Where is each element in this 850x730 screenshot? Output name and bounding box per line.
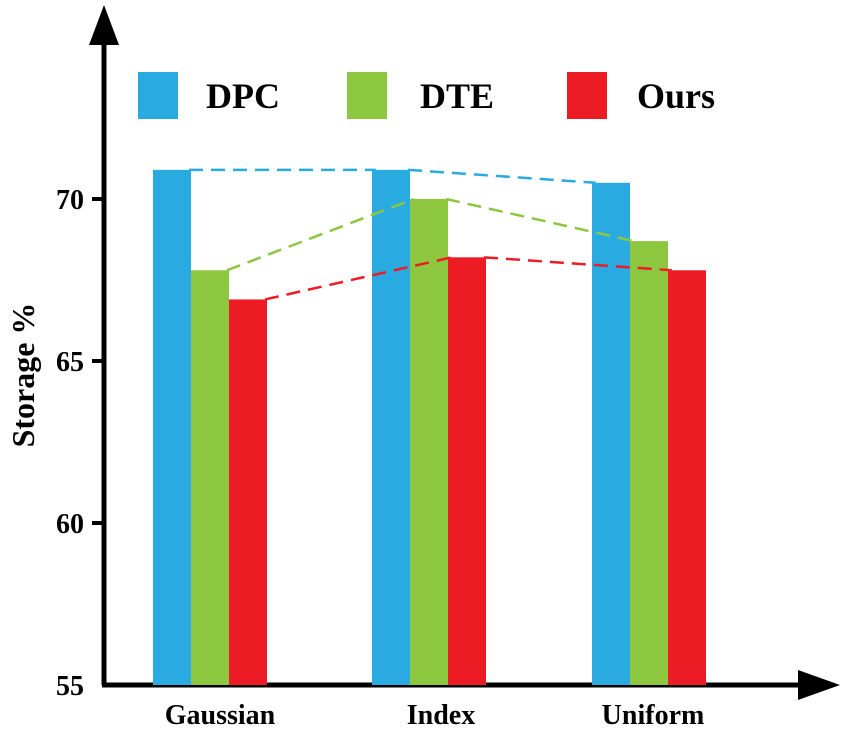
y-tick-label: 70 bbox=[56, 185, 84, 216]
bar-dte-uniform bbox=[630, 241, 668, 685]
legend-swatch-dpc bbox=[138, 72, 178, 119]
legend-swatch-ours bbox=[567, 72, 607, 119]
bar-dpc-index bbox=[372, 170, 410, 685]
y-tick-label: 55 bbox=[56, 671, 84, 702]
bar-dte-index bbox=[410, 199, 448, 685]
trend-line-dpc bbox=[408, 170, 596, 183]
legend-swatch-dte bbox=[347, 72, 387, 119]
x-axis-arrow bbox=[798, 670, 840, 700]
y-axis-arrow bbox=[89, 5, 119, 45]
x-tick-label: Index bbox=[407, 700, 475, 730]
x-tick-label: Uniform bbox=[602, 700, 705, 730]
y-tick-label: 65 bbox=[56, 347, 84, 378]
legend-label-ours: Ours bbox=[637, 76, 715, 116]
bar-dpc-uniform bbox=[592, 183, 630, 685]
bar-ours-index bbox=[448, 257, 486, 685]
legend-label-dpc: DPC bbox=[206, 76, 280, 116]
y-tick-label: 60 bbox=[56, 509, 84, 540]
bar-ours-uniform bbox=[668, 270, 706, 685]
bar-dpc-gaussian bbox=[153, 170, 191, 685]
bar-dte-gaussian bbox=[191, 270, 229, 685]
y-axis-label: Storage % bbox=[5, 303, 41, 448]
legend-label-dte: DTE bbox=[420, 76, 494, 116]
bar-chart: Storage % 55606570 Gaussian Index Uniform … bbox=[0, 0, 850, 730]
x-tick-label: Gaussian bbox=[165, 700, 276, 730]
bar-ours-gaussian bbox=[229, 299, 267, 685]
